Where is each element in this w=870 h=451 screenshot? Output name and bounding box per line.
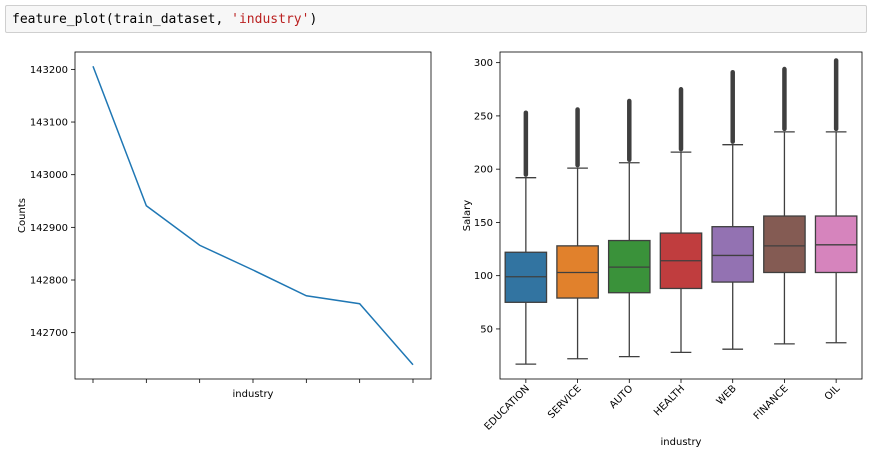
x-tick-label: FINANCE [752,383,791,422]
line-plot-frame [74,51,432,380]
y-tick-label: 143100 [30,118,68,129]
x-axis-label: industry [661,437,702,448]
box-iqr [763,215,806,274]
y-tick-label: 250 [474,111,493,122]
y-tick-label: 142700 [30,328,68,339]
y-tick-label: 142800 [30,276,68,287]
x-tick-label: WEB [715,383,739,407]
y-tick-label: 50 [480,324,493,335]
y-tick-label: 300 [474,58,493,69]
box-iqr [711,226,755,283]
code-suffix: ) [309,12,318,27]
y-tick-label: 142900 [30,223,68,234]
x-tick-label: HEALTH [652,383,687,418]
x-tick-label: AUTO [608,383,636,411]
counts-series-line [92,65,414,366]
y-tick-label: 143000 [30,170,68,181]
y-tick-label: 100 [474,271,493,282]
y-tick-label: 200 [474,165,493,176]
x-tick-label: OIL [823,383,843,403]
x-tick-label: SERVICE [546,383,584,421]
y-tick-label: 150 [474,218,493,229]
code-cell[interactable]: feature_plot(train_dataset, 'industry') [5,5,867,33]
y-axis-label: Counts [17,198,28,233]
x-tick-label: EDUCATION [483,383,532,432]
code-prefix: feature_plot(train_dataset, [12,12,232,27]
code-string-arg: 'industry' [231,12,310,27]
y-tick-label: 143200 [30,65,68,76]
y-axis-label: Salary [462,200,473,231]
x-axis-label: industry [233,389,274,400]
